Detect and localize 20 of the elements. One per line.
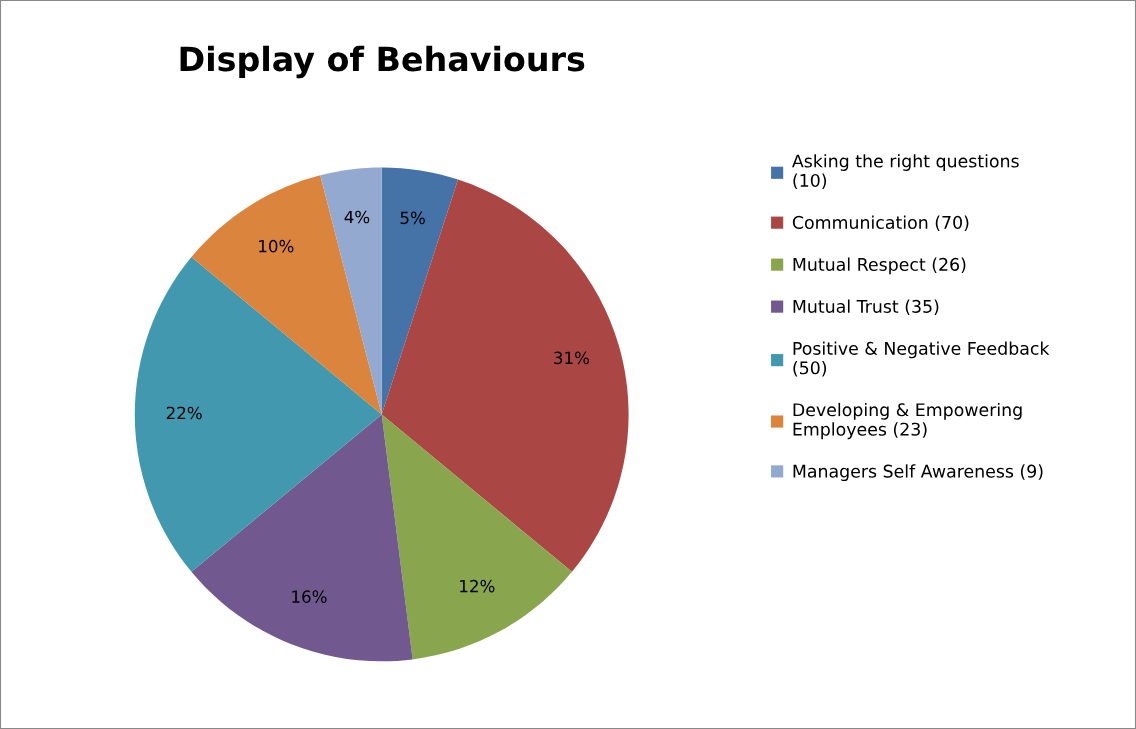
legend-label: Managers Self Awareness (9) — [793, 464, 1043, 482]
pie-slice — [381, 179, 629, 572]
data-label: 5% — [400, 211, 425, 225]
data-label: 31% — [554, 351, 589, 365]
data-label: 4% — [344, 210, 370, 224]
pie-slice — [381, 167, 458, 415]
legend-label: Mutual Trust (35) — [793, 299, 939, 315]
legend-label: Developing & Empowering Employees (23) — [793, 402, 1022, 440]
chart-title: Display of Behaviours — [180, 45, 585, 79]
pie-slice — [134, 257, 382, 572]
pie-slice — [320, 167, 382, 415]
legend-label: Positive & Negative Feedback (50) — [793, 341, 1050, 377]
data-label: 12% — [460, 579, 495, 593]
legend-label: Asking the right questions (10) — [792, 154, 1019, 190]
data-label: 16% — [292, 590, 327, 603]
data-label: 22% — [166, 406, 202, 420]
pie-slice — [381, 414, 572, 660]
data-label: 10% — [259, 239, 294, 253]
legend-label: Communication (70) — [792, 215, 969, 232]
legend-label: Mutual Respect (26) — [793, 257, 966, 275]
